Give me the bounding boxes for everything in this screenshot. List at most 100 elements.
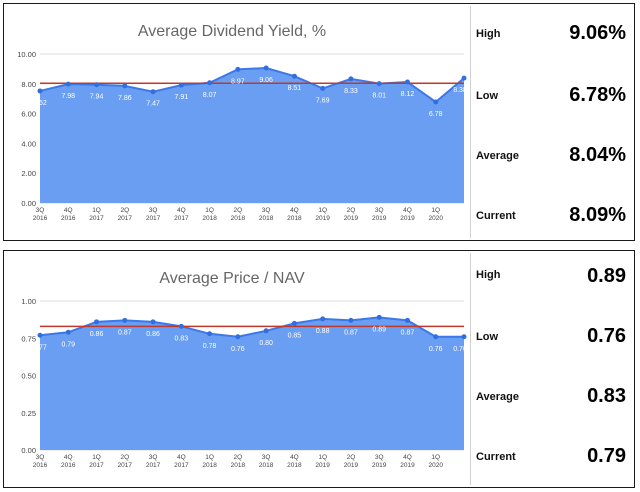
- yield-point: [376, 81, 382, 87]
- yield-xtick-year: 2018: [231, 215, 246, 222]
- nav-data-label: 0.79: [61, 341, 75, 348]
- nav-point: [65, 329, 71, 335]
- price-nav-panel: Average Price / NAV 0.00 0.25 0.50 0.75 1.00 0…: [3, 250, 635, 488]
- price-nav-chart: Average Price / NAV 0.00 0.25 0.50 0.75 1.00 0…: [6, 253, 471, 485]
- nav-data-label: 0.76: [231, 346, 245, 353]
- nav-xtick-year: 2017: [146, 462, 161, 469]
- yield-high-value: 9.06%: [569, 22, 626, 44]
- nav-xtick-year: 2018: [259, 462, 274, 469]
- nav-ytick-label: 0.25: [21, 409, 36, 418]
- nav-xtick-year: 2016: [61, 462, 76, 469]
- yield-point: [178, 82, 184, 88]
- yield-xtick-label: 2Q: [347, 207, 356, 214]
- yield-xtick-year: 2016: [61, 215, 76, 222]
- yield-xtick-label: 1Q: [431, 207, 440, 214]
- nav-xtick-label: 3Q: [262, 454, 271, 461]
- yield-data-label: 8.51: [288, 85, 302, 92]
- nav-point: [348, 317, 354, 323]
- yield-xtick-year: 2020: [428, 215, 443, 222]
- nav-low-label: Low: [476, 331, 498, 343]
- yield-xtick-label: 4Q: [290, 207, 299, 214]
- yield-current-value: 8.09%: [569, 204, 626, 226]
- nav-ytick-label: 0.00: [21, 446, 36, 455]
- yield-point: [94, 82, 100, 88]
- nav-ytick-label: 0.75: [21, 334, 36, 343]
- nav-data-label: 0.87: [401, 329, 415, 336]
- yield-xtick-label: 4Q: [177, 207, 186, 214]
- nav-area: [40, 317, 464, 450]
- nav-point: [178, 323, 184, 329]
- yield-xtick-label: 3Q: [36, 207, 45, 214]
- yield-data-label: 7.98: [61, 93, 75, 100]
- nav-data-label: 0.87: [344, 329, 358, 336]
- nav-xtick-label: 3Q: [149, 454, 158, 461]
- nav-average-value: 0.83: [587, 385, 626, 407]
- yield-xtick-label: 3Q: [375, 207, 384, 214]
- yield-ytick-label: 2.00: [21, 169, 36, 178]
- nav-xtick-year: 2018: [231, 462, 246, 469]
- nav-point: [263, 328, 269, 334]
- yield-xtick-label: 3Q: [149, 207, 158, 214]
- nav-title: Average Price / NAV: [159, 270, 305, 287]
- yield-average-label: Average: [476, 150, 520, 162]
- nav-point: [150, 319, 156, 325]
- nav-data-label: 0.76: [453, 346, 467, 353]
- nav-xtick-year: 2018: [202, 462, 217, 469]
- nav-data-label: 0.83: [175, 335, 189, 342]
- nav-point: [404, 317, 410, 323]
- yield-current-label: Current: [476, 210, 516, 222]
- yield-xtick-label: 2Q: [120, 207, 129, 214]
- yield-data-label: 8.07: [203, 92, 217, 99]
- nav-current-label: Current: [476, 451, 516, 463]
- nav-xtick-label: 4Q: [290, 454, 299, 461]
- nav-point: [235, 334, 241, 340]
- yield-xtick-label: 1Q: [318, 207, 327, 214]
- yield-high-label: High: [476, 28, 501, 40]
- yield-point: [404, 79, 410, 85]
- yield-xtick-year: 2019: [400, 215, 415, 222]
- nav-xtick-year: 2017: [89, 462, 104, 469]
- nav-ytick-label: 1.00: [21, 297, 36, 306]
- nav-data-label: 0.78: [203, 343, 217, 350]
- nav-data-label: 0.76: [429, 346, 443, 353]
- yield-data-label: 8.33: [344, 88, 358, 95]
- nav-xtick-year: 2016: [33, 462, 48, 469]
- yield-data-label: 6.78: [429, 111, 443, 118]
- yield-ytick-label: 8.00: [21, 80, 36, 89]
- yield-data-label: 8.38: [453, 87, 467, 94]
- nav-data-label: 0.89: [372, 326, 386, 333]
- yield-data-label: 7.47: [146, 101, 160, 108]
- nav-xtick-label: 4Q: [64, 454, 73, 461]
- yield-point: [37, 88, 43, 94]
- yield-point: [263, 65, 269, 71]
- yield-low-label: Low: [476, 90, 498, 102]
- nav-data-label: 0.85: [288, 332, 302, 339]
- nav-xtick-year: 2017: [174, 462, 189, 469]
- nav-data-label: 0.80: [259, 340, 273, 347]
- dividend-yield-svg: Average Dividend Yield, % 0.00 2.00 4.00 6.0…: [17, 23, 467, 222]
- nav-xtick-year: 2017: [118, 462, 133, 469]
- yield-ytick-label: 0.00: [21, 199, 36, 208]
- nav-xtick-label: 1Q: [318, 454, 327, 461]
- yield-title: Average Dividend Yield, %: [138, 23, 326, 40]
- nav-current-value: 0.79: [587, 445, 626, 467]
- yield-xtick-year: 2018: [259, 215, 274, 222]
- yield-point: [207, 80, 213, 86]
- yield-xtick-year: 2019: [315, 215, 330, 222]
- nav-xtick-year: 2020: [428, 462, 443, 469]
- yield-data-label: 7.91: [175, 94, 189, 101]
- yield-xtick-label: 2Q: [234, 207, 243, 214]
- nav-xtick-year: 2019: [344, 462, 359, 469]
- yield-low-value: 6.78%: [569, 84, 626, 106]
- nav-xtick-year: 2019: [400, 462, 415, 469]
- yield-xtick-year: 2019: [372, 215, 387, 222]
- nav-xtick-label: 1Q: [205, 454, 214, 461]
- nav-xtick-year: 2019: [315, 462, 330, 469]
- nav-xtick-label: 1Q: [431, 454, 440, 461]
- yield-point: [235, 66, 241, 72]
- nav-xtick-label: 4Q: [403, 454, 412, 461]
- yield-data-label: 8.01: [372, 93, 386, 100]
- yield-xtick-year: 2017: [118, 215, 133, 222]
- nav-xtick-label: 3Q: [375, 454, 384, 461]
- yield-xtick-label: 4Q: [64, 207, 73, 214]
